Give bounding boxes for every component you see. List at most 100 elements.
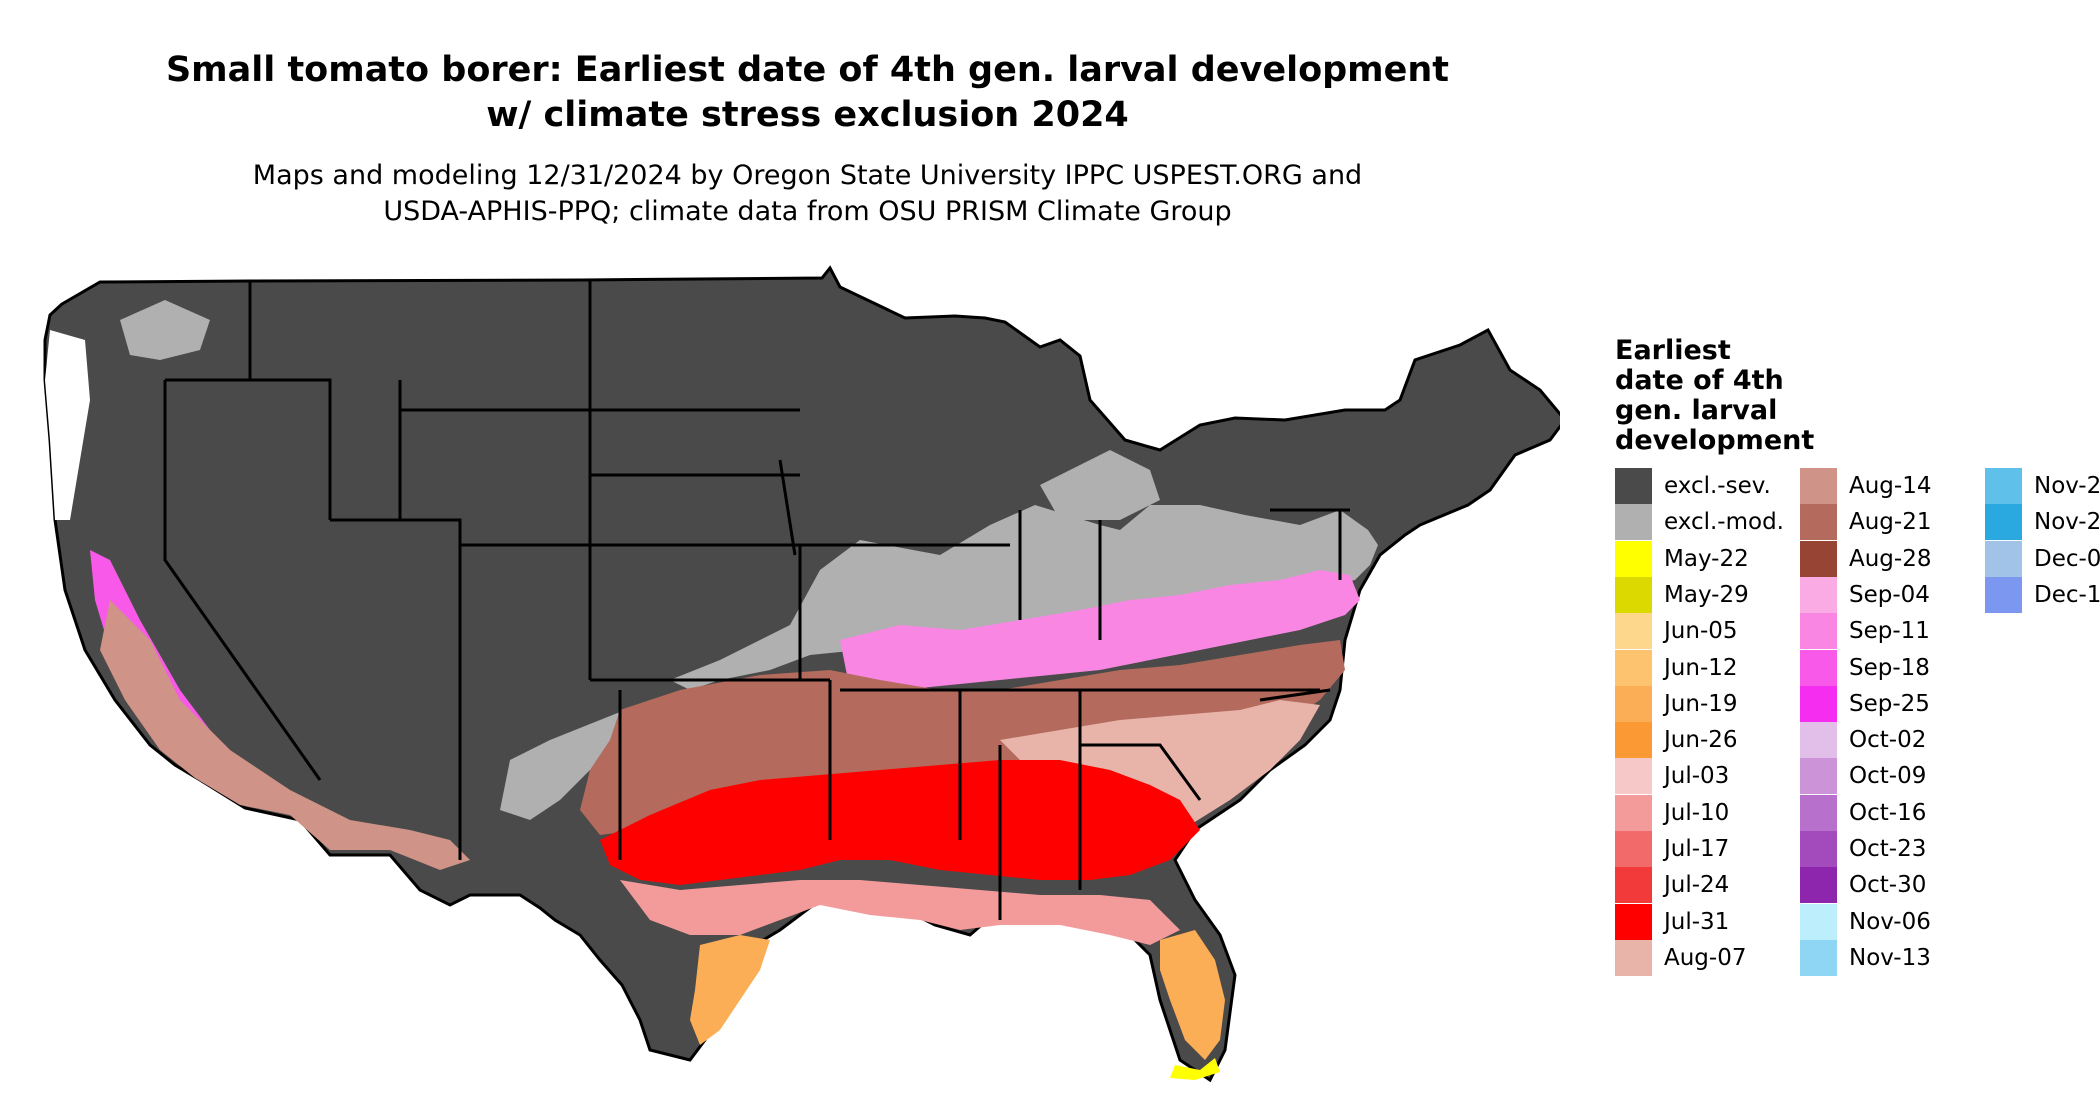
legend-item: Oct-09 (1800, 758, 1927, 795)
map-title: Small tomato borer: Earliest date of 4th… (0, 48, 1615, 138)
legend-swatch (1615, 649, 1652, 686)
legend-swatch (1615, 685, 1652, 722)
zone-jul-core (600, 760, 1200, 885)
legend-swatch (1615, 939, 1652, 976)
legend-item: excl.-mod. (1615, 504, 1784, 541)
legend-swatch (1800, 540, 1837, 577)
legend-item: Jul-31 (1615, 903, 1730, 940)
legend-label: Jun-26 (1664, 727, 1738, 754)
legend-label: Aug-28 (1849, 545, 1932, 572)
legend-swatch (1615, 794, 1652, 831)
legend-swatch (1800, 685, 1837, 722)
legend-item: Oct-02 (1800, 722, 1927, 759)
legend-swatch (1985, 468, 2022, 504)
legend-item: May-22 (1615, 540, 1749, 577)
legend-label: Jun-19 (1664, 690, 1738, 717)
legend-label: Dec-11 (2034, 581, 2100, 608)
legend-label: Sep-11 (1849, 618, 1930, 645)
zone-moderate-exclusion-northwest (120, 300, 210, 360)
legend-item: Jun-12 (1615, 649, 1738, 686)
legend-item: Nov-06 (1800, 903, 1931, 940)
legend-label: excl.-mod. (1664, 509, 1784, 536)
legend-item: Dec-04 (1985, 540, 2100, 577)
legend-swatch (1615, 867, 1652, 904)
legend-item: Dec-11 (1985, 576, 2100, 613)
map-subtitle-line2: USDA-APHIS-PPQ; climate data from OSU PR… (383, 196, 1232, 227)
legend-label: Dec-04 (2034, 545, 2100, 572)
legend-title-line: Earliest (1615, 335, 1731, 366)
legend-label: Jul-17 (1664, 836, 1730, 862)
legend-swatch (1615, 722, 1652, 759)
legend-swatch (1800, 613, 1837, 650)
legend-label: Nov-06 (1849, 908, 1931, 935)
legend-label: Oct-16 (1849, 799, 1927, 826)
zone-jul-light (620, 880, 1180, 945)
legend: excl.-sev. excl.-mod. May-22 May-29 Jun-05 Ju… (1615, 468, 2100, 1028)
legend-item: Sep-04 (1800, 576, 1930, 613)
legend-item: Aug-28 (1800, 540, 1932, 577)
zone-jun-texas (690, 935, 770, 1045)
legend-label: Aug-07 (1664, 944, 1747, 971)
legend-label: Jul-10 (1664, 799, 1730, 826)
legend-swatch (1800, 867, 1837, 904)
legend-item: Jul-17 (1615, 831, 1729, 867)
legend-item: Jun-05 (1615, 613, 1738, 650)
map-title-line2: w/ climate stress exclusion 2024 (486, 95, 1129, 135)
legend-swatch (1800, 758, 1837, 795)
legend-label: Jun-05 (1664, 618, 1738, 645)
legend-item: Aug-14 (1800, 468, 1931, 504)
legend-label: Aug-21 (1849, 509, 1932, 536)
legend-swatch (1615, 613, 1652, 650)
legend-swatch (1985, 576, 2022, 613)
legend-label: Oct-09 (1849, 763, 1927, 790)
legend-item: Oct-30 (1800, 867, 1926, 904)
legend-item: Sep-11 (1800, 613, 1930, 650)
zone-may-keys (1170, 1058, 1220, 1080)
legend-item: Jul-03 (1615, 758, 1730, 795)
legend-label: May-29 (1664, 581, 1749, 608)
zone-moderate-exclusion-michigan (1040, 450, 1160, 520)
legend-swatch (1615, 540, 1652, 577)
legend-label: Nov-13 (1849, 944, 1931, 971)
legend-swatch (1800, 794, 1837, 831)
legend-label: Jul-03 (1664, 763, 1730, 790)
legend-swatch (1985, 504, 2022, 541)
legend-swatch (1800, 576, 1837, 613)
zone-no-data-coast (45, 330, 90, 520)
legend-item: Sep-25 (1800, 685, 1930, 722)
legend-item: Oct-23 (1800, 831, 1926, 867)
legend-swatch (1800, 649, 1837, 686)
legend-item: May-29 (1615, 576, 1749, 613)
legend-item: Nov-27 (1985, 504, 2100, 541)
legend-item: Sep-18 (1800, 649, 1930, 686)
state-borders (163, 280, 1350, 920)
legend-label: Oct-23 (1849, 836, 1927, 862)
zone-aug-southwest (100, 600, 470, 870)
legend-label: Sep-25 (1849, 690, 1930, 717)
legend-label: Jun-12 (1664, 654, 1738, 681)
map-subtitle-line1: Maps and modeling 12/31/2024 by Oregon S… (252, 160, 1363, 191)
legend-label: Sep-18 (1849, 654, 1930, 681)
legend-swatch (1800, 939, 1837, 976)
legend-label: Jul-31 (1664, 908, 1730, 935)
legend-item: Jul-10 (1615, 794, 1730, 831)
legend-swatch (1615, 758, 1652, 795)
map-title-line1: Small tomato borer: Earliest date of 4th… (165, 50, 1450, 90)
us-map (43, 265, 1560, 1083)
legend-swatch (1615, 576, 1652, 613)
legend-label: excl.-sev. (1664, 473, 1771, 499)
legend-title: Earliest date of 4th gen. larval develop… (1615, 336, 1875, 456)
legend-title-line: gen. larval (1615, 395, 1778, 426)
legend-item: Nov-20 (1985, 468, 2100, 504)
legend-swatch (1800, 903, 1837, 940)
legend-swatch (1615, 468, 1652, 504)
zone-jun-florida (1160, 930, 1225, 1060)
legend-title-line: date of 4th (1615, 365, 1784, 396)
legend-label: Oct-02 (1849, 727, 1927, 754)
legend-item: Nov-13 (1800, 939, 1931, 976)
legend-swatch (1800, 831, 1837, 867)
legend-swatch (1615, 831, 1652, 867)
legend-swatch (1985, 540, 2022, 577)
legend-label: Nov-20 (2034, 473, 2100, 499)
border-lines-east (960, 508, 1350, 920)
